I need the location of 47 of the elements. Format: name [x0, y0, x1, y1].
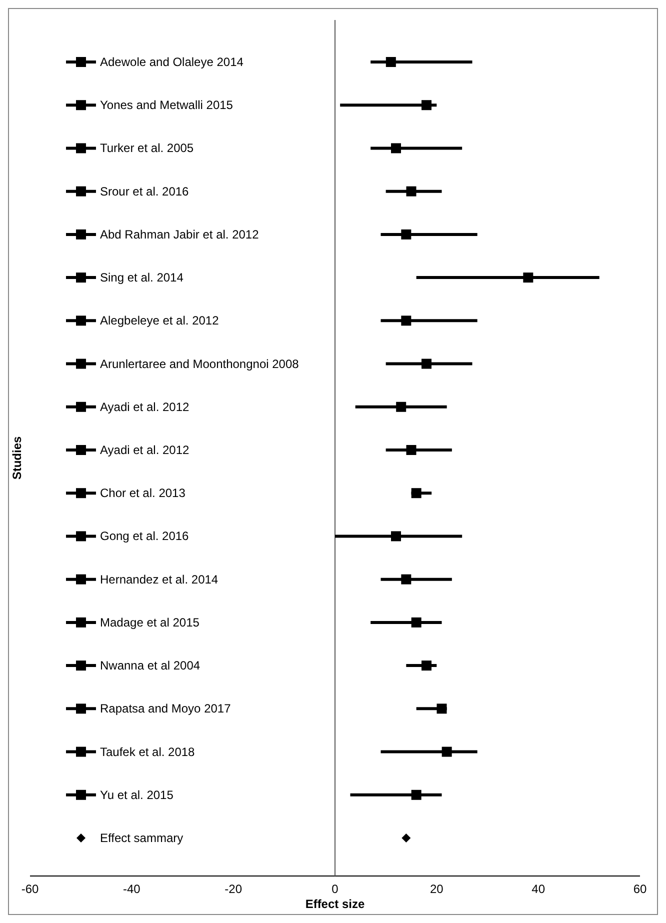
x-tick-label: 0 [332, 882, 339, 896]
point [386, 57, 396, 67]
point [391, 143, 401, 154]
legend-label: Sing et al. 2014 [100, 270, 184, 285]
point [396, 402, 406, 412]
point [442, 746, 452, 757]
x-tick-label: -60 [21, 882, 39, 896]
legend-label: Ayadi et al. 2012 [100, 443, 190, 457]
legend-label: Yu et al. 2015 [100, 788, 174, 802]
point [401, 574, 412, 584]
point [422, 358, 432, 369]
legend-label: Turker et al. 2005 [100, 141, 194, 156]
legend-label: Yones and Metwalli 2015 [100, 98, 234, 112]
legend-label: Ayadi et al. 2012 [100, 400, 190, 414]
x-tick-label: 60 [633, 882, 647, 896]
point [411, 617, 422, 628]
legend-label: Rapatsa and Moyo 2017 [100, 702, 232, 716]
legend-label: Arunlertaree and Moonthongnoi 2008 [100, 356, 300, 371]
legend-label: Abd Rahman Jabir et al. 2012 [100, 227, 260, 242]
x-axis-title: Effect size [305, 897, 365, 911]
legend-label: Srour et al. 2016 [100, 184, 190, 198]
point [436, 704, 447, 714]
point [391, 531, 401, 542]
point [406, 186, 416, 196]
legend-label: Hernandez et al. 2014 [100, 572, 218, 586]
point [422, 100, 432, 110]
point [401, 316, 412, 326]
x-tick-label: 20 [430, 882, 444, 896]
point [411, 790, 422, 800]
legend-label: Chor et al. 2013 [100, 486, 186, 500]
legend-label: Alegbeleye et al. 2012 [100, 314, 220, 328]
point [523, 272, 534, 283]
legend-label: Effect sammary [100, 831, 184, 845]
point [402, 834, 411, 842]
legend-label: Adewole and Olaleye 2014 [100, 55, 244, 69]
point [401, 229, 412, 240]
legend-label: Nwanna et al 2004 [100, 658, 200, 673]
legend-label: Gong et al. 2016 [100, 529, 190, 544]
x-tick-label: -40 [122, 882, 141, 896]
point [422, 660, 432, 671]
point [406, 445, 416, 455]
point [411, 488, 422, 498]
legend-label: Taufek et al. 2018 [100, 744, 196, 759]
legend-label: Madage et al 2015 [100, 615, 200, 630]
x-tick-label: 40 [532, 882, 546, 896]
x-tick-label: -20 [224, 882, 242, 896]
y-axis-title: Studies [10, 436, 24, 480]
